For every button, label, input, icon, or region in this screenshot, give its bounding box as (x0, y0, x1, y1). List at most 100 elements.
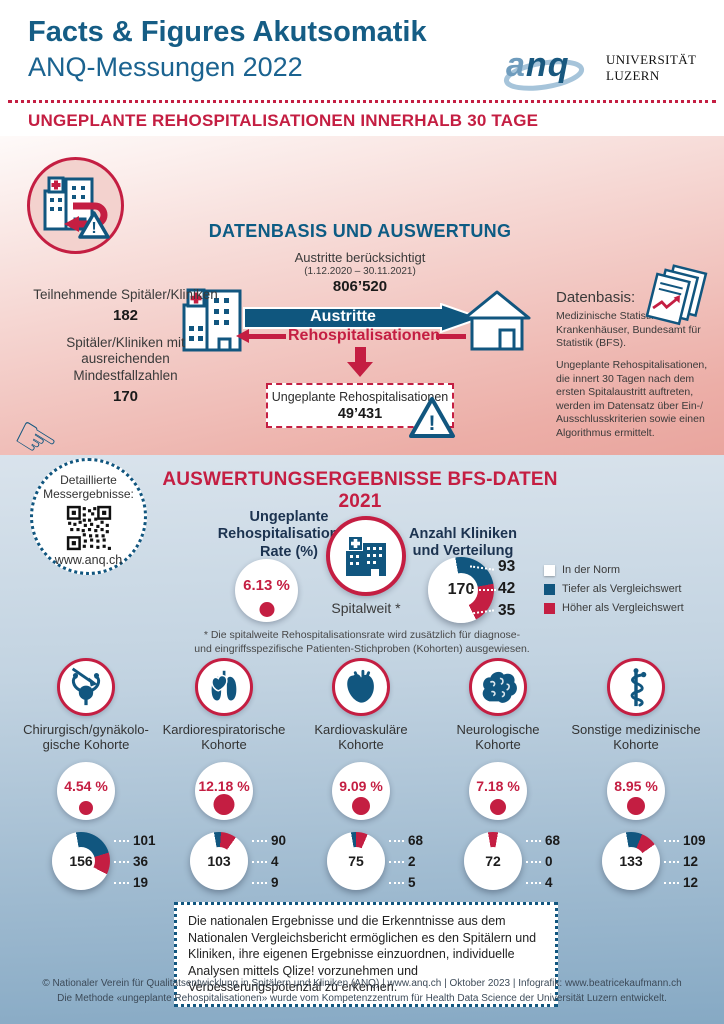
university-line1: UNIVERSITÄT (606, 52, 697, 67)
legend: In der Norm Tiefer als Vergleichswert Hö… (544, 564, 684, 621)
legend-swatch-higher (544, 602, 555, 614)
hospital-return-icon: ! (43, 176, 110, 239)
footer-line2: Die Methode «ungeplante Rehospitalisatio… (57, 993, 667, 1004)
unplanned-label: Ungeplante Rehospitalisationen (271, 390, 449, 404)
unplanned-rehosp-box: Ungeplante Rehospitalisationen 49’431 (266, 383, 454, 428)
cohort-name: Neurologische Kohorte (456, 722, 540, 753)
stat-label: Spitäler/Kliniken mit ausreichenden Mind… (66, 335, 185, 383)
svg-text:!: ! (429, 412, 436, 435)
spitalweit-badge (326, 516, 406, 596)
dotted-divider (8, 100, 716, 103)
cohort-donut-chart: 133 (602, 832, 660, 890)
svg-text:!: ! (91, 220, 96, 237)
anq-logo-swoosh (503, 59, 585, 91)
rehospitalisation-badge: ! (27, 157, 124, 254)
footer-line1: © Nationaler Verein für Qualitätsentwick… (42, 978, 682, 989)
documents-icon (642, 264, 716, 339)
datenbasis-paragraph2: Ungeplante Rehospitalisationen, die inne… (556, 358, 708, 440)
stat-value: 170 (112, 387, 139, 405)
spitalweit-label: Spitalweit * (331, 600, 401, 616)
cohort-rate-value: 7.18 % (476, 778, 520, 794)
donut-total: 133 (617, 847, 645, 875)
section-title: UNGEPLANTE REHOSPITALISATIONEN INNERHALB… (28, 111, 539, 130)
cohort-rate-circle: 7.18 % (469, 762, 527, 820)
cohort-icon-circle (332, 658, 390, 716)
cohort-icon-circle (57, 658, 115, 716)
cohort-name: Sonstige medizinische Kohorte (571, 722, 701, 753)
warning-triangle-icon: ! (408, 396, 456, 445)
stat-label: Teilnehmende Spitäler/Kliniken (33, 287, 218, 302)
cohort-rate-circle: 8.95 % (607, 762, 665, 820)
cohort-rate-circle: 12.18 % (195, 762, 253, 820)
footnote: * Die spitalweite Rehospitalisationsrate… (112, 629, 612, 656)
legend-row: Tiefer als Vergleichswert (544, 583, 684, 595)
donut-value-norm: 93 (498, 558, 516, 575)
donut-values: 90 4 9 (252, 830, 286, 893)
qr-badge: Detaillierte Messergebnisse: www (30, 458, 147, 575)
footnote-line1: * Die spitalweite Rehospitalisationsrate… (203, 629, 521, 641)
qr-label-line2: Messergebnisse: (43, 486, 134, 501)
donut-values: 109 12 12 (664, 830, 706, 893)
cohort-sonstige: Sonstige medizinische Kohorte 8.95 % 133… (568, 658, 706, 894)
qr-url: www.anq.ch (54, 552, 123, 567)
legend-label: Höher als Vergleichswert (562, 602, 684, 614)
university-logo: UNIVERSITÄT LUZERN (606, 52, 696, 85)
donut-value-higher: 35 (498, 602, 516, 619)
down-arrow-head (347, 362, 373, 377)
cohort-donut-row: 103 90 4 9 (156, 830, 292, 894)
cohort-donut-chart: 103 (190, 832, 248, 890)
rate-dot (627, 797, 645, 815)
heart-icon (347, 669, 374, 703)
datenbasis-title: Datenbasis: (556, 289, 636, 306)
gynecology-icon (71, 667, 101, 706)
legend-row: In der Norm (544, 564, 684, 576)
legend-label: Tiefer als Vergleichswert (562, 583, 682, 595)
cohort-icon-circle (607, 658, 665, 716)
page-subtitle: ANQ-Messungen 2022 (28, 52, 303, 82)
hospital-solid-icon (346, 537, 386, 576)
cohort-name: Kardiorespiratorische Kohorte (162, 722, 286, 753)
rate-dot (259, 602, 274, 617)
cohort-icon-circle (469, 658, 527, 716)
donut-total: 75 (342, 847, 370, 875)
austritte-period: (1.12.2020 – 30.11.2021) (304, 266, 416, 277)
cohort-rate-value: 8.95 % (614, 778, 658, 794)
donut-values: 68 2 5 (389, 830, 423, 893)
rate-dot (213, 794, 235, 815)
rehosp-arrowhead (236, 329, 249, 343)
cohort-rate-value: 9.09 % (339, 778, 383, 794)
national-results-box: Die nationalen Ergebnisse und die Erkenn… (174, 902, 558, 1007)
austritte-arrow: Austritte (243, 302, 485, 334)
brain-icon (482, 671, 517, 703)
cohort-icon-circle (195, 658, 253, 716)
cardiorespiratory-icon (211, 670, 237, 701)
cohort-kardiorespiratorisch: Kardiorespiratorische Kohorte 12.18 % 10… (156, 658, 292, 894)
footnote-line2: und eingriffsspezifische Patienten-Stich… (194, 642, 530, 655)
cohort-name: Kardiovaskuläre Kohorte (314, 722, 408, 753)
donut-total: 156 (67, 847, 95, 875)
participation-stats: Teilnehmende Spitäler/Kliniken 182 Spitä… (33, 287, 218, 416)
verteilung-title: Anzahl Kliniken und Verteilung (409, 526, 517, 560)
page-title: Facts & Figures Akutsomatik (28, 16, 427, 48)
donut-values: 68 0 4 (526, 830, 560, 893)
cohort-rate-circle: 9.09 % (332, 762, 390, 820)
donut-values: 101 36 19 (114, 830, 156, 893)
spitalweit-rate-value: 6.13 % (243, 577, 290, 594)
cohort-donut-row: 72 68 0 4 (430, 830, 566, 894)
rehosp-line-left (248, 334, 286, 339)
cohort-donut-chart: 156 (52, 832, 110, 890)
anq-logo-text: anq (506, 46, 570, 84)
house-icon (462, 288, 532, 357)
qr-code (65, 504, 112, 551)
rehosp-line-right (436, 334, 466, 339)
leader-line (472, 589, 496, 591)
datenbasis-heading: DATENBASIS UND AUSWERTUNG (208, 221, 512, 241)
asclepius-icon (630, 668, 647, 707)
donut-total: 103 (205, 847, 233, 875)
spitalweit-rate-circle: 6.13 % (235, 559, 298, 622)
cohort-neurologisch: Neurologische Kohorte 7.18 % 72 68 0 4 (430, 658, 566, 894)
stat-value: 182 (112, 307, 139, 325)
rehosp-label: Rehospitalisationen (288, 327, 441, 344)
cohort-donut-row: 75 68 2 5 (293, 830, 429, 894)
